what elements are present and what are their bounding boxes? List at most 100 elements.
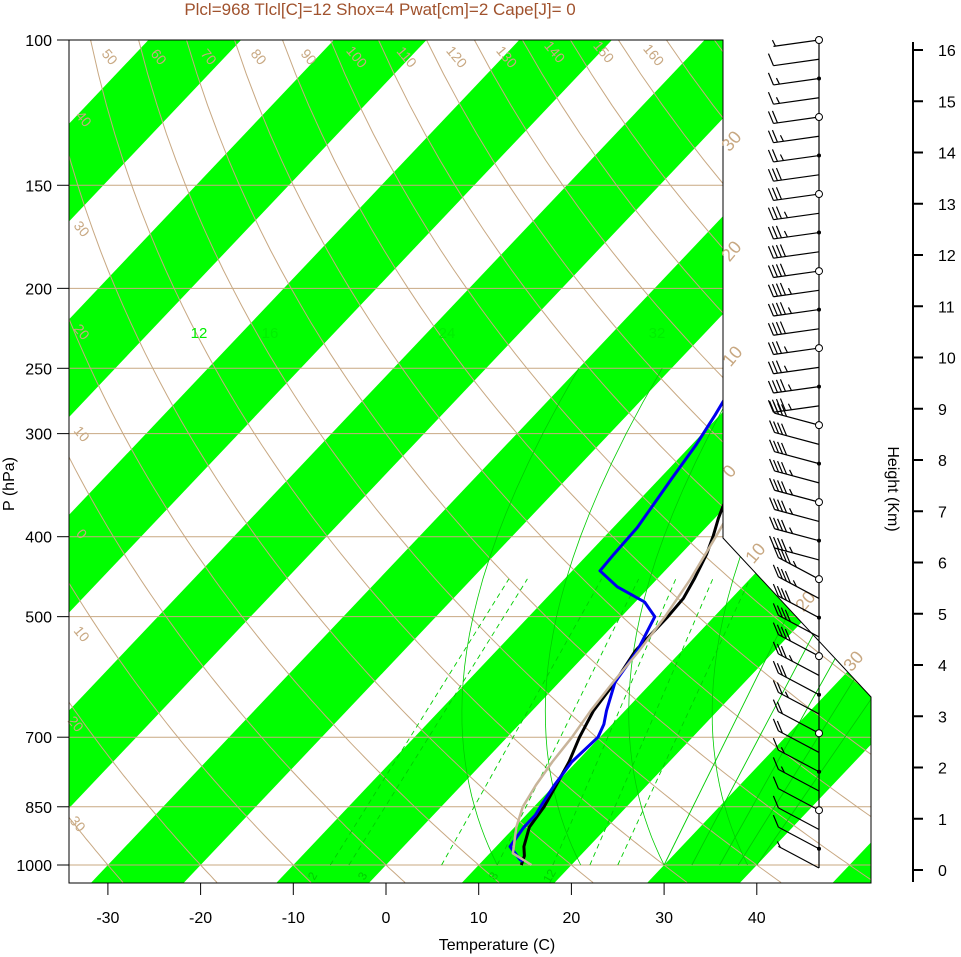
- mixing-ratio-line: [617, 578, 751, 866]
- height-tick-label: 6: [938, 556, 947, 573]
- wind-barb-flag: [779, 398, 787, 411]
- dry-adiabat-label: 120: [443, 43, 470, 71]
- wind-barb-half: [789, 527, 794, 534]
- moist-adiabat: [461, 368, 580, 866]
- wind-barb-flag: [771, 187, 779, 201]
- wind-barb-flag: [776, 682, 783, 695]
- wind-barb-flag: [771, 283, 779, 297]
- height-tick-label: 14: [938, 146, 956, 163]
- wind-barb-flag: [776, 643, 783, 657]
- height-tick-label: 12: [938, 248, 956, 265]
- moist-adiabat: [628, 368, 746, 866]
- wind-barb-shaft: [778, 730, 820, 753]
- wind-level-dot: [817, 307, 821, 312]
- wind-barb-flag: [771, 110, 779, 124]
- wind-barb-flag: [772, 718, 779, 732]
- height-tick-label: 11: [938, 299, 955, 316]
- wind-barb-flag: [777, 441, 784, 455]
- wind-barb-half: [783, 211, 788, 219]
- height-tick-label: 1: [938, 812, 947, 829]
- wind-barb-flag: [767, 130, 775, 143]
- wind-barb-flag: [767, 284, 775, 297]
- y-tick-label: 250: [25, 361, 52, 378]
- height-axis-label: Height (Km): [884, 446, 901, 531]
- y-tick-label: 200: [25, 281, 52, 298]
- wind-barb-flag: [771, 226, 779, 239]
- wind-barb-flag: [767, 380, 775, 394]
- height-tick-label: 0: [938, 863, 947, 880]
- wind-level-dot: [817, 846, 821, 851]
- height-tick-label: 15: [938, 94, 956, 111]
- height-tick-label: 3: [938, 709, 947, 726]
- wind-barb-flag: [772, 699, 779, 712]
- isobar-lines: [69, 40, 871, 866]
- wind-barb-flag: [781, 461, 788, 475]
- x-tick-label: 10: [470, 910, 488, 927]
- mixing-ratio-label: 24: [439, 325, 456, 342]
- wind-barb-half: [789, 488, 794, 496]
- mixing-ratio-line: [552, 578, 677, 866]
- wind-barb-flag: [772, 603, 779, 616]
- wind-barb-flag: [784, 590, 791, 603]
- wind-barb-half: [779, 135, 784, 142]
- wind-barb-shaft: [773, 116, 820, 125]
- wind-barb-shaft: [774, 431, 820, 445]
- wind-barb-flag: [780, 626, 787, 640]
- wind-barb-half: [776, 841, 781, 848]
- wind-barb-flag: [767, 245, 775, 259]
- wind-barb-shaft: [774, 412, 820, 426]
- wind-barb-half: [787, 403, 792, 411]
- wind-barb-flag: [769, 439, 776, 452]
- wind-level-dot: [817, 230, 821, 235]
- wind-barb-flag: [771, 303, 779, 316]
- pressure-axis: 100 150 200 250 300 400 500 700 850 1000: [16, 33, 70, 883]
- wind-barb-flag: [771, 380, 779, 393]
- wind-barb-flag: [776, 547, 783, 560]
- wind-barb-half: [771, 39, 776, 47]
- dry-adiabat-label: 80: [248, 46, 270, 68]
- wind-barb-shaft: [778, 788, 820, 811]
- isotherm-label-left: 30: [67, 813, 89, 835]
- wind-barb-flag: [773, 479, 780, 492]
- temperature-axis: -30 -20 -10 0 10 20 30 40: [96, 882, 766, 927]
- x-tick-label: 20: [563, 910, 581, 927]
- wind-barb-flag: [776, 624, 783, 637]
- wind-level-marker: [815, 729, 823, 738]
- wind-barb-flag: [775, 379, 783, 393]
- wind-barb-flag: [767, 149, 775, 163]
- wind-barb-flag: [780, 645, 787, 659]
- wind-level-dot: [817, 76, 821, 81]
- wind-barb-half: [780, 766, 785, 773]
- wind-barb-flag: [781, 500, 788, 513]
- wind-barb-flag: [775, 206, 783, 219]
- dry-adiabat: [69, 40, 124, 883]
- wind-barb-flag: [776, 566, 783, 580]
- wind-barb-flag: [775, 244, 783, 258]
- mixing-ratio-label: 32: [649, 325, 666, 342]
- wind-barb-flag: [767, 226, 775, 240]
- wind-barb-flag: [780, 549, 787, 563]
- height-tick-label: 5: [938, 607, 947, 624]
- wind-barb-shaft: [778, 634, 820, 657]
- wind-barb-shaft: [778, 749, 820, 773]
- isotherm-label-left: 10: [71, 623, 93, 645]
- y-tick-label: 100: [25, 33, 52, 50]
- wind-barb-flag: [776, 701, 783, 714]
- wind-level-marker: [815, 575, 823, 584]
- wind-barb-half: [779, 154, 784, 161]
- height-tick-label: 7: [938, 504, 947, 521]
- wind-barb-flag: [777, 499, 784, 512]
- wind-barb-shaft: [773, 77, 820, 86]
- wind-barb-half: [792, 560, 797, 568]
- x-tick-label: -10: [282, 910, 305, 927]
- wind-level-marker: [815, 113, 823, 122]
- wind-barb-flag: [775, 321, 783, 335]
- isotherm-label-right: 30: [839, 647, 867, 675]
- wind-barb-shaft: [773, 58, 820, 67]
- mixing-ratio-line: [663, 578, 806, 866]
- wind-barb-flag: [781, 481, 788, 494]
- isotherm-label-left: 10: [71, 423, 93, 445]
- wind-level-marker: [815, 421, 823, 430]
- wind-barb-flag: [771, 206, 779, 220]
